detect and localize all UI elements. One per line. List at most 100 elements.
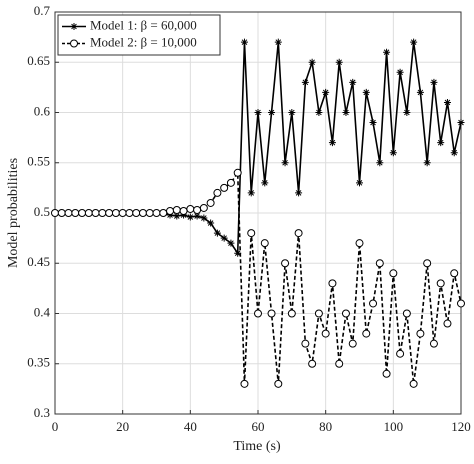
marker: [396, 349, 405, 358]
y-tick-label: 0.55: [27, 154, 50, 169]
marker: [213, 229, 221, 237]
marker: [335, 58, 343, 66]
marker: [356, 179, 363, 187]
marker: [362, 88, 370, 96]
y-tick-label: 0.6: [34, 103, 51, 118]
marker: [308, 58, 316, 66]
y-tick-label: 0.4: [34, 304, 51, 319]
marker: [111, 209, 120, 217]
marker: [125, 209, 134, 217]
x-tick-label: 0: [52, 419, 59, 434]
marker: [450, 269, 459, 278]
marker: [281, 259, 290, 268]
marker: [152, 209, 161, 217]
marker: [70, 23, 78, 30]
marker: [430, 78, 438, 86]
marker: [98, 209, 107, 217]
marker: [436, 279, 445, 288]
marker: [186, 204, 195, 213]
marker: [410, 38, 418, 46]
y-axis-label: Model probabilities: [6, 158, 21, 268]
marker: [423, 259, 432, 268]
marker: [375, 259, 384, 268]
marker: [226, 178, 235, 187]
marker: [376, 159, 384, 167]
marker: [342, 109, 350, 116]
y-tick-label: 0.65: [27, 53, 50, 68]
x-axis-label: Time (s): [233, 439, 281, 454]
marker: [145, 209, 154, 217]
marker: [200, 214, 208, 222]
marker: [254, 109, 262, 116]
marker: [287, 309, 296, 318]
marker: [118, 209, 127, 217]
marker: [314, 309, 323, 318]
marker: [220, 183, 229, 192]
marker: [437, 139, 445, 147]
marker: [315, 109, 323, 116]
y-tick-label: 0.5: [34, 204, 50, 219]
marker: [335, 359, 344, 368]
marker: [369, 119, 377, 127]
marker: [267, 309, 276, 318]
marker: [268, 109, 276, 116]
marker: [429, 339, 438, 348]
x-tick-label: 60: [252, 419, 265, 434]
marker: [450, 149, 458, 157]
y-tick-label: 0.7: [34, 3, 51, 18]
marker: [247, 229, 256, 238]
marker: [443, 98, 451, 106]
marker: [383, 48, 391, 56]
marker: [173, 212, 181, 220]
marker: [301, 339, 310, 348]
marker: [274, 379, 283, 388]
marker: [457, 299, 465, 308]
marker: [328, 279, 337, 288]
marker: [132, 209, 141, 217]
x-tick-label: 40: [184, 419, 197, 434]
legend: Model 1: β = 60,000 Model 2: β = 10,000: [57, 14, 221, 56]
marker: [91, 209, 100, 217]
marker: [213, 188, 222, 197]
marker: [321, 329, 330, 338]
marker: [389, 269, 398, 278]
marker: [247, 189, 255, 197]
x-tick-label: 20: [116, 419, 129, 434]
marker: [328, 139, 336, 147]
marker: [301, 78, 309, 86]
legend-label: Model 2: β = 10,000: [90, 34, 197, 49]
marker: [166, 211, 174, 219]
marker: [457, 119, 465, 127]
marker: [402, 309, 411, 318]
marker: [64, 209, 73, 217]
marker: [288, 109, 296, 116]
marker: [71, 209, 80, 217]
marker: [105, 209, 114, 217]
marker: [261, 179, 269, 187]
marker: [233, 168, 242, 177]
marker: [416, 329, 425, 338]
x-tick-label: 100: [384, 419, 404, 434]
marker: [240, 379, 249, 388]
marker: [206, 198, 215, 207]
marker: [416, 88, 424, 96]
marker: [57, 209, 66, 217]
marker: [179, 206, 188, 215]
marker: [159, 209, 168, 217]
marker: [322, 88, 330, 96]
marker: [70, 39, 78, 48]
marker: [362, 329, 371, 338]
marker: [396, 68, 404, 76]
marker: [240, 38, 248, 46]
marker: [409, 379, 418, 388]
legend-label: Model 1: β = 60,000: [90, 17, 197, 32]
y-tick-label: 0.45: [27, 254, 50, 269]
marker: [355, 239, 364, 248]
marker: [389, 149, 397, 157]
marker: [423, 159, 431, 167]
marker: [193, 212, 201, 220]
marker: [295, 189, 303, 197]
marker: [220, 234, 228, 242]
marker: [254, 309, 262, 318]
